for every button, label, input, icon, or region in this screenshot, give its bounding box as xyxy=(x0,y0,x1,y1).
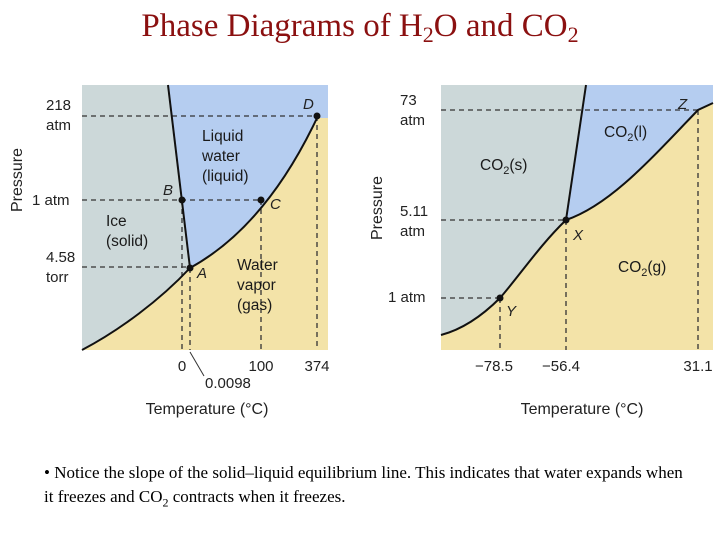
title-middle: O and CO xyxy=(433,8,568,44)
co2-phase-diagram: X Y Z CO2(s) CO2(l) CO2(g) 73 atm 5.11 a… xyxy=(369,84,714,418)
co2-vaporization-curve xyxy=(565,102,714,221)
footnote-subscript: 2 xyxy=(162,495,169,510)
h2o-gas-label-1: Water xyxy=(237,257,278,274)
h2o-point-c xyxy=(257,196,265,204)
h2o-liquid-label-2: water xyxy=(201,148,240,165)
title-prefix: Phase Diagrams of H xyxy=(141,8,423,44)
co2-ttick-1: −56.4 xyxy=(542,358,580,375)
h2o-ttick-1: 100 xyxy=(248,358,273,375)
h2o-point-d-label: D xyxy=(303,96,314,113)
co2-ptick-2: 1 atm xyxy=(388,289,426,306)
h2o-y-axis-label: Pressure xyxy=(9,148,26,212)
co2-point-x-label: X xyxy=(572,227,584,244)
h2o-ttick-0: 0 xyxy=(178,358,186,375)
h2o-callout-line xyxy=(189,351,205,377)
co2-solid-label: CO2(s) xyxy=(480,157,527,177)
h2o-temp-callout: 0.0098 xyxy=(205,375,251,392)
co2-ttick-2: 31.1 xyxy=(683,358,712,375)
h2o-point-a xyxy=(186,264,194,272)
h2o-ptick-2-line2: torr xyxy=(46,269,69,286)
h2o-ttick-2: 374 xyxy=(304,358,329,375)
slide-title: Phase Diagrams of H2O and CO2 xyxy=(0,8,720,48)
co2-ptick-0-line2: atm xyxy=(400,112,425,129)
co2-ptick-1-line1: 5.11 xyxy=(400,203,428,220)
h2o-sublimation-curve xyxy=(81,267,191,351)
h2o-gas-label-2: vapor xyxy=(237,277,276,294)
h2o-liquid-label-1: Liquid xyxy=(202,128,243,145)
co2-y-axis-label: Pressure xyxy=(369,176,386,240)
co2-x-axis-label: Temperature (°C) xyxy=(521,401,644,418)
co2-point-y xyxy=(496,294,504,302)
h2o-ptick-2-line1: 4.58 xyxy=(46,249,75,266)
title-subscript-2: 2 xyxy=(567,22,579,47)
h2o-point-b-label: B xyxy=(163,182,173,199)
h2o-point-b xyxy=(178,196,186,204)
h2o-melting-curve xyxy=(167,84,191,269)
h2o-point-d xyxy=(313,112,321,120)
co2-liquid-label: CO2(l) xyxy=(604,124,647,144)
co2-ptick-1-line2: atm xyxy=(400,223,425,240)
co2-melting-curve xyxy=(565,84,587,221)
h2o-gas-label-3: (gas) xyxy=(237,297,272,314)
co2-point-z-label: Z xyxy=(677,96,688,113)
co2-point-y-label: Y xyxy=(506,303,517,320)
h2o-solid-label-2: (solid) xyxy=(106,233,148,250)
co2-ttick-0: −78.5 xyxy=(475,358,513,375)
h2o-vaporization-curve xyxy=(189,117,318,269)
h2o-liquid-label-3: (liquid) xyxy=(202,168,249,185)
co2-solid-region xyxy=(441,85,586,335)
h2o-ptick-0-line2: atm xyxy=(46,117,71,134)
h2o-ptick-0-line1: 218 xyxy=(46,97,71,114)
co2-ptick-0-line1: 73 xyxy=(400,92,417,109)
title-subscript-1: 2 xyxy=(422,22,434,47)
h2o-point-c-label: C xyxy=(270,196,281,213)
h2o-x-axis-label: Temperature (°C) xyxy=(146,401,269,418)
co2-liquid-region xyxy=(566,85,713,220)
co2-point-x xyxy=(562,216,570,224)
h2o-point-a-label: A xyxy=(196,265,207,282)
h2o-phase-diagram: A B C D Liquid water (liquid) Ice (solid… xyxy=(9,84,330,418)
footnote-text: • Notice the slope of the solid–liquid e… xyxy=(44,461,684,514)
footnote-part-2: contracts when it freezes. xyxy=(168,487,346,506)
footnote-part-1: • Notice the slope of the solid–liquid e… xyxy=(44,463,683,506)
h2o-liquid-region xyxy=(168,85,328,268)
h2o-solid-label-1: Ice xyxy=(106,213,127,230)
co2-gas-label: CO2(g) xyxy=(618,259,666,279)
h2o-gas-region xyxy=(82,118,328,350)
h2o-ptick-1: 1 atm xyxy=(32,192,70,209)
